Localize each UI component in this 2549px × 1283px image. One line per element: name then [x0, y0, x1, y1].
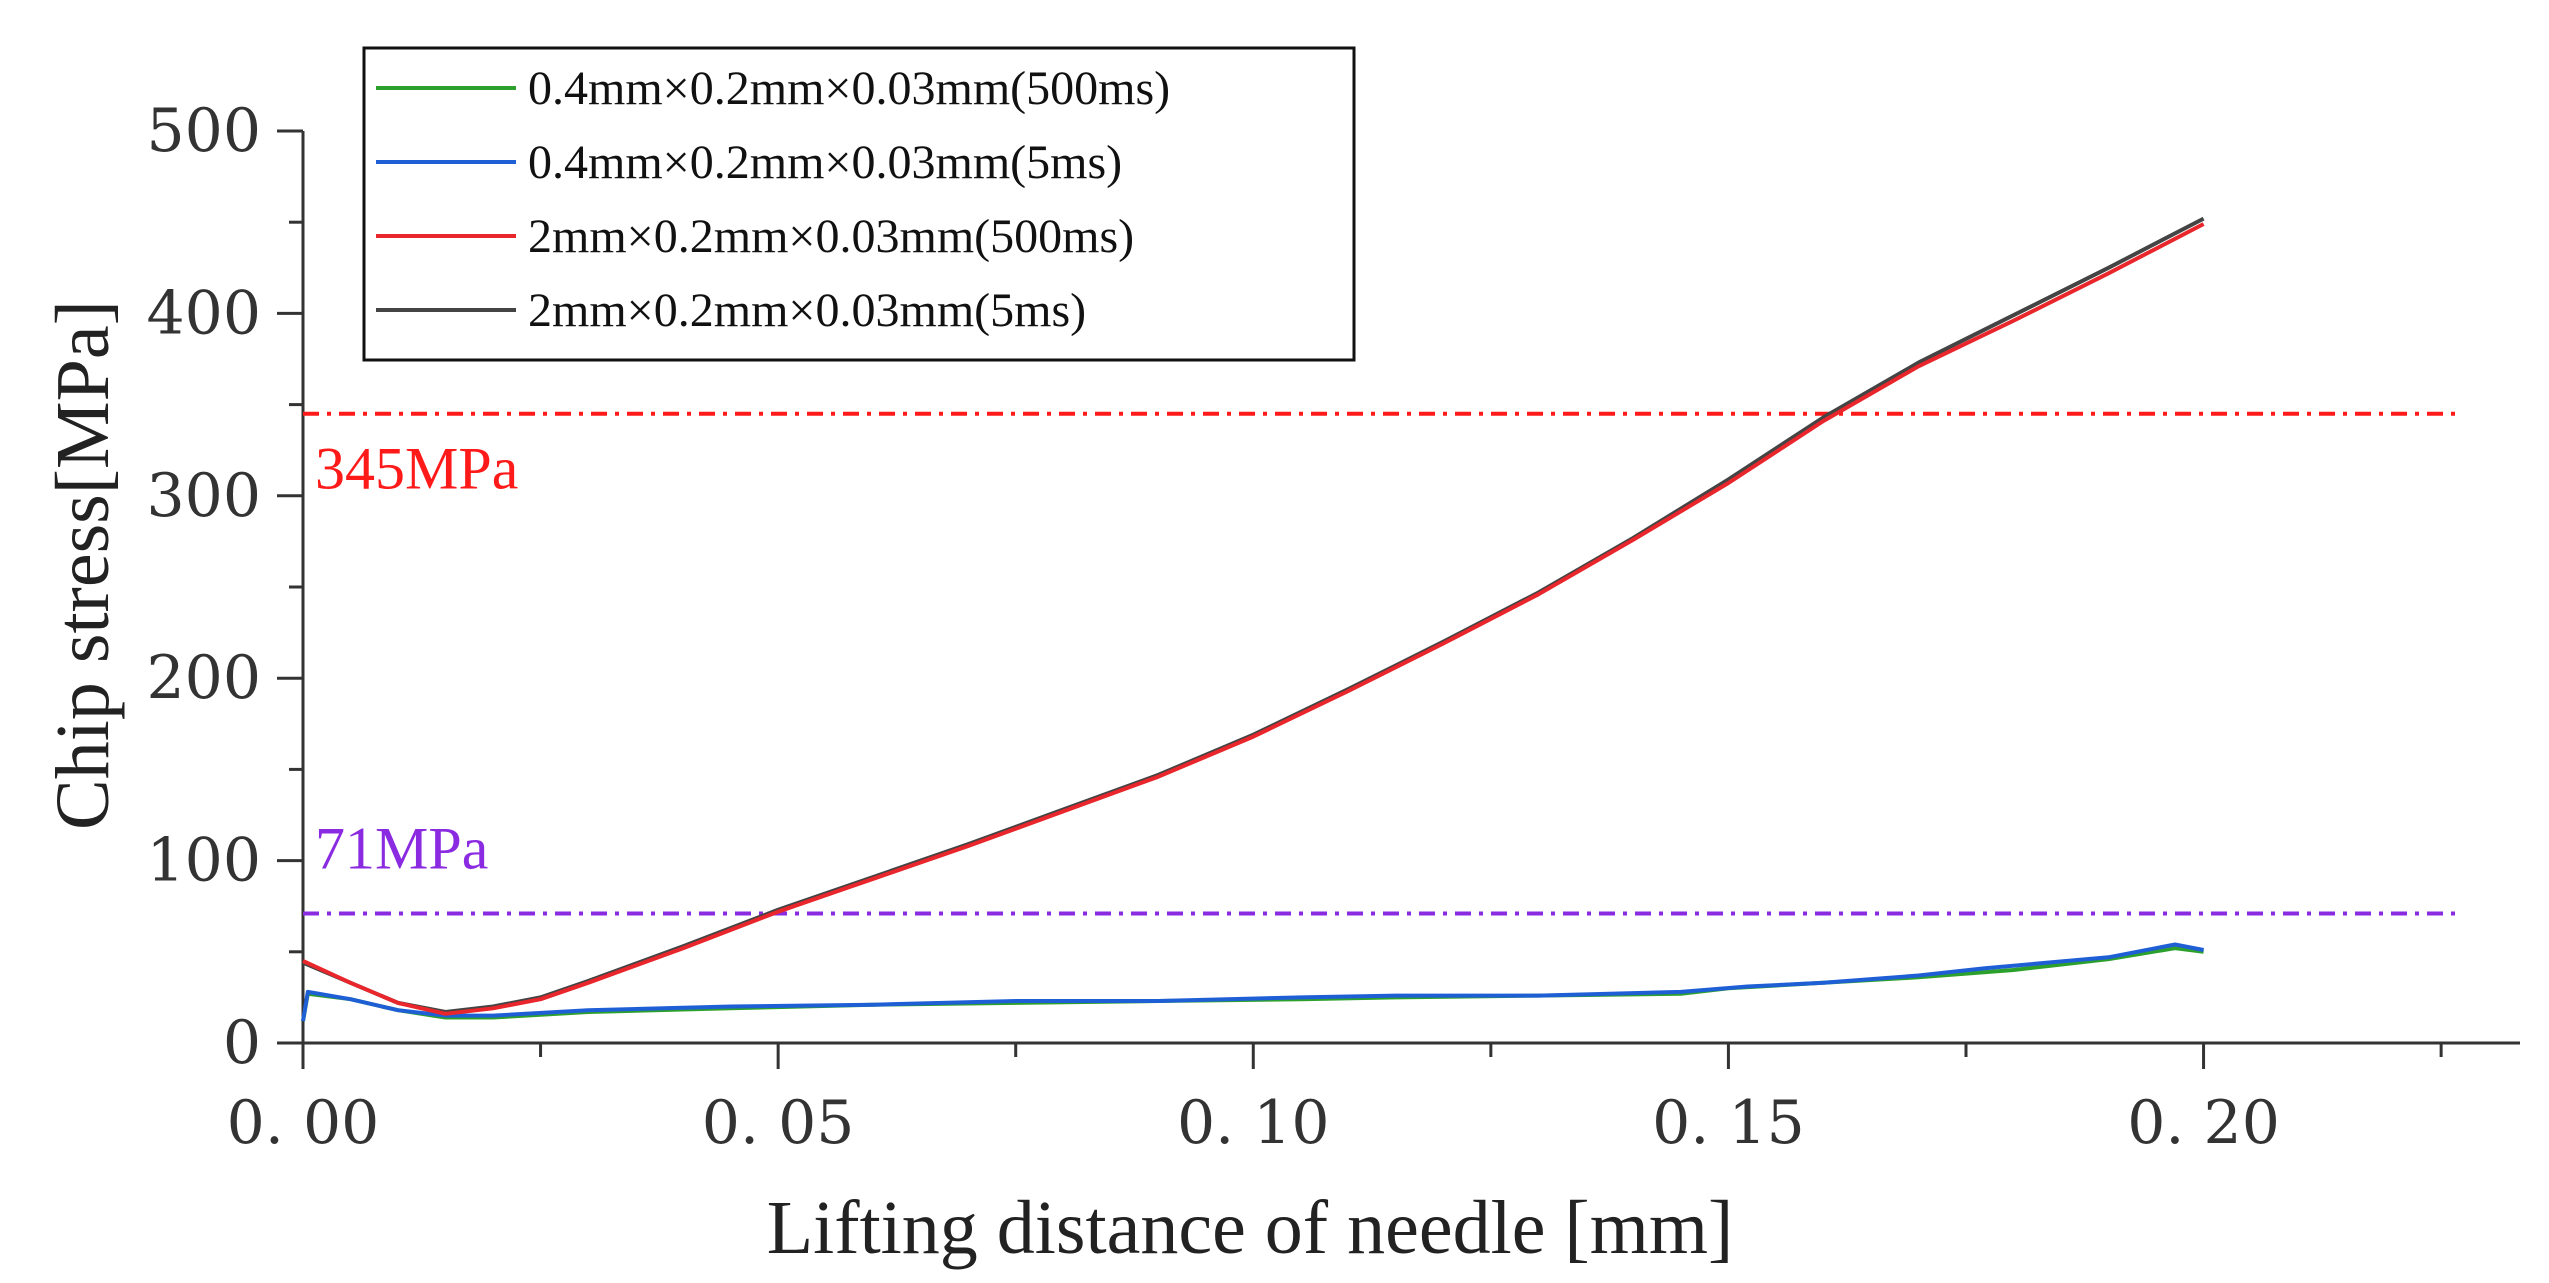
- y-axis-label: Chip stress[MPa]: [41, 300, 125, 830]
- series-line: [302, 222, 2205, 1016]
- legend-label: 0.4mm×0.2mm×0.03mm(5ms): [528, 136, 1122, 189]
- series-lines: [301, 216, 2205, 1022]
- reference-label: 345MPa: [315, 436, 518, 502]
- y-tick-label: 0: [223, 1008, 261, 1078]
- x-tick-label: 0. 05: [702, 1088, 855, 1158]
- legend-label: 0.4mm×0.2mm×0.03mm(500ms): [528, 62, 1170, 115]
- y-ticks: 0 100 200 300 400 500: [146, 96, 303, 1078]
- series-line: [301, 942, 2204, 1022]
- y-tick-label: 100: [146, 826, 261, 896]
- legend-box: [362, 46, 1356, 362]
- legend-label: 2mm×0.2mm×0.03mm(500ms): [528, 210, 1134, 263]
- y-tick-label: 300: [146, 461, 261, 531]
- x-tick-label: 0. 20: [2127, 1088, 2280, 1158]
- reference-label: 71MPa: [315, 815, 488, 881]
- x-tick-label: 0. 15: [1652, 1088, 1805, 1158]
- x-ticks: 0. 00 0. 05 0. 10 0. 15 0. 20: [227, 1043, 2443, 1158]
- y-tick-label: 200: [146, 643, 261, 713]
- x-axis-label: Lifting distance of needle [mm]: [767, 1186, 1734, 1270]
- legend-label: 2mm×0.2mm×0.03mm(5ms): [528, 284, 1086, 337]
- legend: 0.4mm×0.2mm×0.03mm(500ms) 0.4mm×0.2mm×0.0…: [362, 46, 1356, 362]
- legend-items: 0.4mm×0.2mm×0.03mm(500ms) 0.4mm×0.2mm×0.0…: [376, 62, 1170, 337]
- x-tick-label: 0. 10: [1177, 1088, 1330, 1158]
- x-tick-label: 0. 00: [227, 1088, 380, 1158]
- y-tick-label: 400: [146, 278, 261, 348]
- y-tick-label: 500: [146, 96, 261, 166]
- reference-lines: 345MPa 71MPa: [303, 411, 2456, 916]
